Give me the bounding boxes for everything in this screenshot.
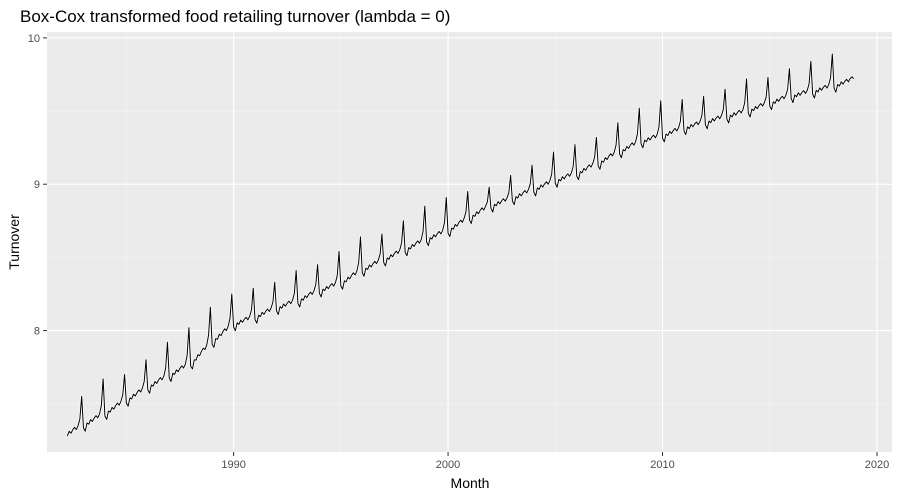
y-tick-label: 9 (34, 179, 40, 191)
grid-major-lines (47, 32, 892, 452)
series-layer (66, 52, 855, 437)
axis-ticks (43, 37, 878, 456)
y-tick-label: 8 (34, 326, 40, 338)
plot-panel (47, 32, 892, 452)
x-tick-label: 2010 (650, 459, 674, 471)
tick-labels: 1990 2000 2010 2020 8 9 10 (28, 33, 889, 471)
y-tick-label: 10 (28, 33, 40, 45)
x-tick-label: 1990 (221, 459, 245, 471)
series-line (66, 53, 855, 437)
x-tick-label: 2000 (436, 459, 460, 471)
chart-title: Box-Cox transformed food retailing turno… (20, 7, 450, 26)
y-axis-title: Turnover (6, 214, 22, 270)
x-axis-title: Month (451, 475, 490, 491)
x-tick-label: 2020 (865, 459, 889, 471)
